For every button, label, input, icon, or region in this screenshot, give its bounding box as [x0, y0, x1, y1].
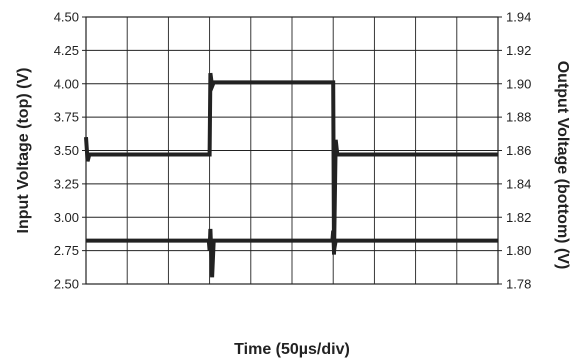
left-tick-label: 2.75: [54, 243, 79, 258]
right-tick-label: 1.84: [506, 176, 531, 191]
right-tick-label: 1.94: [506, 10, 531, 25]
left-tick-label: 4.00: [54, 76, 79, 91]
plot-frame: [85, 16, 499, 285]
left-tick-label: 4.50: [54, 10, 79, 25]
right-tick-label: 1.86: [506, 143, 531, 158]
left-axis-title: Input Voltage (top) (V): [15, 68, 32, 234]
series-layer: [84, 72, 498, 278]
grid: [86, 17, 498, 284]
left-tick-label: 4.25: [54, 43, 79, 58]
right-axis-title: Output Voltage (bottom) (V): [554, 61, 571, 270]
right-tick-label: 1.88: [506, 110, 531, 125]
right-axis-ticks: 1.78 1.80 1.82 1.84 1.86 1.88 1.90 1.92 1.94: [498, 10, 531, 292]
left-axis-ticks: 2.50 2.75 3.00 3.25 3.50 3.75 4.00 4.25 4.50: [54, 10, 86, 292]
right-tick-label: 1.80: [506, 243, 531, 258]
left-tick-label: 3.25: [54, 176, 79, 191]
right-tick-label: 1.90: [506, 76, 531, 91]
left-tick-label: 3.75: [54, 110, 79, 125]
right-tick-label: 1.92: [506, 43, 531, 58]
right-tick-label: 1.78: [506, 277, 531, 292]
x-axis-title: Time (50µs/div): [234, 341, 350, 358]
left-tick-label: 2.50: [54, 277, 79, 292]
output-voltage-trace: [86, 228, 498, 278]
input-voltage-trace: [84, 72, 498, 255]
left-tick-label: 3.00: [54, 210, 79, 225]
left-tick-label: 3.50: [54, 143, 79, 158]
right-tick-label: 1.82: [506, 210, 531, 225]
